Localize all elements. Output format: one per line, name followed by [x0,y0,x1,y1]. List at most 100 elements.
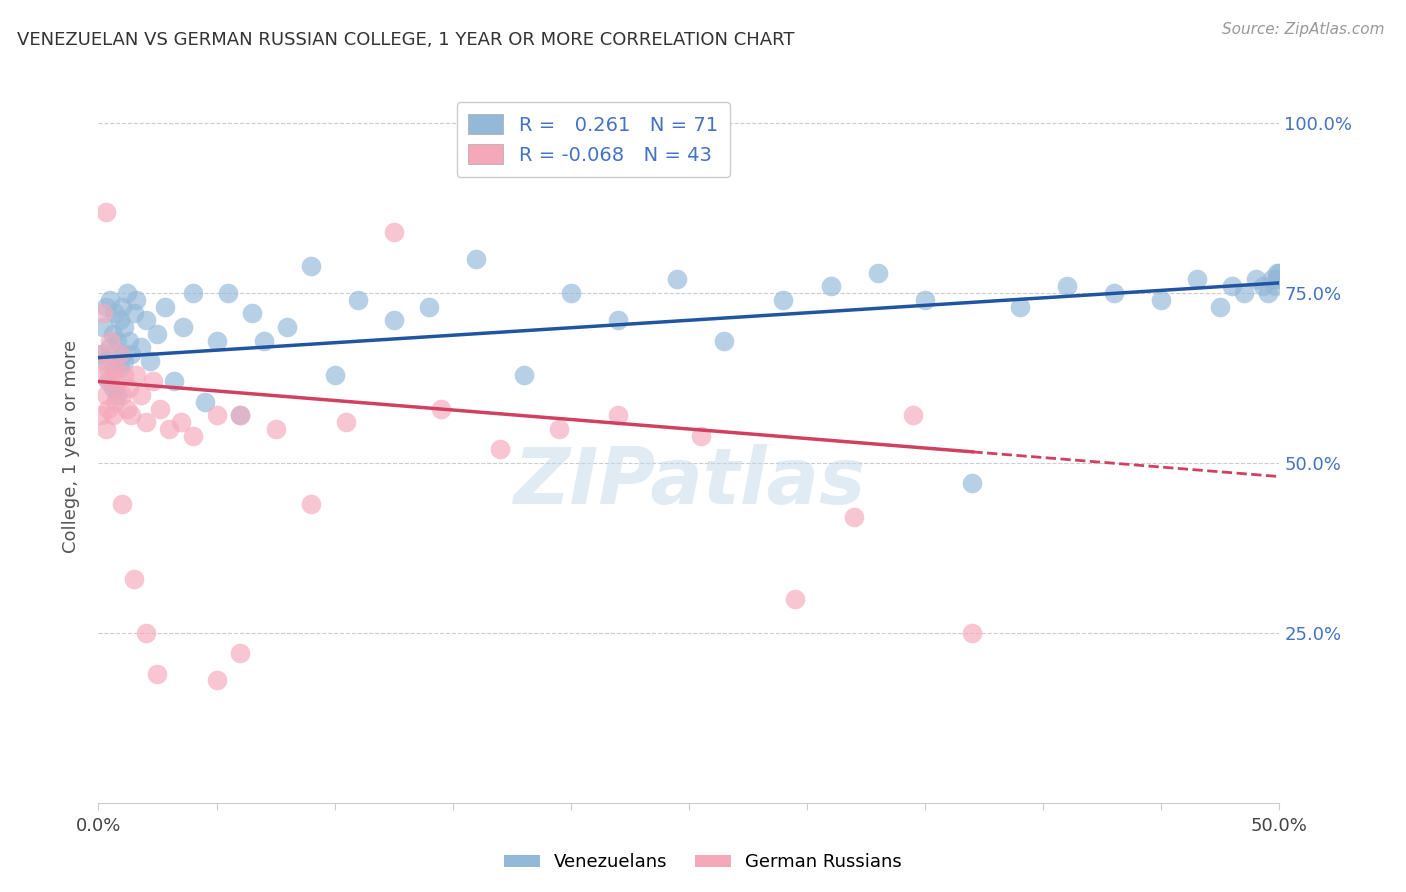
Point [129,388,152,402]
Point [118,334,141,348]
Point [418,300,440,314]
Point [217,286,239,301]
Point [112,354,135,368]
Point [146,326,169,341]
Point [299,497,322,511]
Point [1150,293,1173,307]
Point [1251,279,1274,293]
Point [489,442,512,457]
Point [335,415,357,429]
Text: VENEZUELAN VS GERMAN RUSSIAN COLLEGE, 1 YEAR OR MORE CORRELATION CHART: VENEZUELAN VS GERMAN RUSSIAN COLLEGE, 1 … [17,31,794,49]
Point [205,409,228,423]
Point [347,293,370,307]
Point [1185,272,1208,286]
Point [181,429,204,443]
Point [229,409,252,423]
Point [108,347,131,361]
Point [101,381,124,395]
Point [121,409,143,423]
Point [101,326,124,341]
Point [94,354,117,368]
Point [112,320,135,334]
Point [299,259,322,273]
Point [122,306,145,320]
Point [135,415,157,429]
Point [98,334,121,348]
Point [91,306,114,320]
Point [94,204,117,219]
Point [382,313,405,327]
Point [104,306,127,320]
Text: Source: ZipAtlas.com: Source: ZipAtlas.com [1222,22,1385,37]
Point [121,347,143,361]
Point [115,401,138,416]
Point [512,368,534,382]
Point [194,394,217,409]
Point [382,225,405,239]
Point [98,341,121,355]
Point [560,286,582,301]
Point [146,666,169,681]
Point [97,360,120,375]
Point [112,368,135,382]
Point [105,375,128,389]
Point [157,422,180,436]
Y-axis label: College, 1 year or more: College, 1 year or more [62,340,80,552]
Point [118,381,141,395]
Point [666,272,689,286]
Point [90,347,112,361]
Point [94,388,117,402]
Point [844,510,866,524]
Point [1257,286,1279,301]
Point [1268,266,1291,280]
Point [713,334,735,348]
Text: ZIPatlas: ZIPatlas [513,443,865,520]
Point [97,375,120,389]
Point [91,320,114,334]
Point [1220,279,1243,293]
Point [689,429,711,443]
Point [1264,279,1286,293]
Point [914,293,936,307]
Point [1265,266,1288,280]
Point [264,422,287,436]
Point [866,266,889,280]
Point [104,360,127,375]
Point [91,368,114,382]
Point [772,293,794,307]
Point [111,497,134,511]
Point [163,375,186,389]
Point [240,306,263,320]
Point [205,334,228,348]
Point [903,409,925,423]
Point [129,341,152,355]
Point [1209,300,1232,314]
Point [122,572,145,586]
Point [98,293,121,307]
Legend: R =  0.261  N = 71, R = -0.068  N = 43: R = 0.261 N = 71, R = -0.068 N = 43 [457,103,730,177]
Point [104,360,127,375]
Point [607,313,630,327]
Point [108,360,131,375]
Point [149,401,172,416]
Point [785,591,807,606]
Point [229,646,252,660]
Point [1008,300,1031,314]
Point [962,626,984,640]
Point [465,252,488,266]
Point [323,368,346,382]
Point [172,320,194,334]
Point [90,347,112,361]
Point [181,286,204,301]
Point [1102,286,1125,301]
Point [101,409,124,423]
Point [229,409,252,423]
Point [820,279,842,293]
Point [1261,272,1284,286]
Point [94,422,117,436]
Point [1244,272,1267,286]
Point [111,388,134,402]
Point [98,375,121,389]
Point [153,300,176,314]
Point [205,673,228,688]
